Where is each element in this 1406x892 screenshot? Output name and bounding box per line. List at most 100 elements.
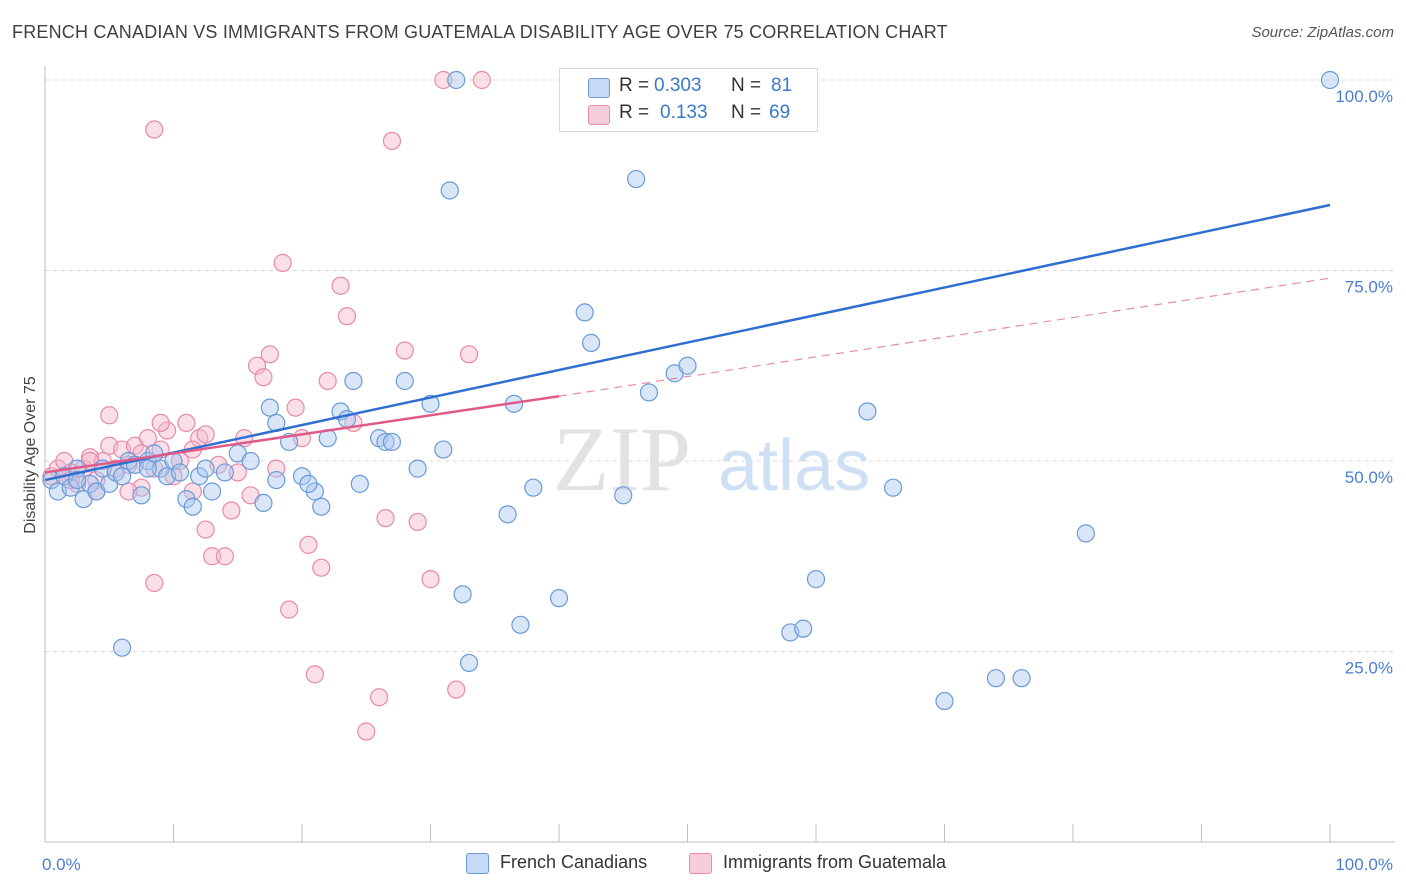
watermark-atlas: atlas [718, 426, 870, 506]
grid-lines [45, 79, 1395, 652]
data-point-french-canadian [376, 432, 395, 452]
data-point-french-canadian [170, 463, 190, 482]
data-point-french-canadian [440, 181, 459, 200]
correlation-legend: R = 0.303 N = 81 R = 0.133 N = 69 [559, 68, 818, 132]
data-point-french-canadian [202, 482, 222, 501]
data-point-guatemala [177, 413, 196, 432]
legend-r-value: 0.133 [660, 102, 708, 123]
data-point-guatemala [447, 680, 466, 699]
data-point-guatemala [145, 573, 164, 593]
data-point-guatemala [286, 398, 305, 417]
data-point-french-canadian [582, 333, 601, 352]
data-point-french-canadian [453, 585, 472, 604]
data-point-french-canadian [639, 383, 659, 402]
data-point-guatemala [318, 371, 337, 391]
legend-n-value: 81 [771, 75, 793, 96]
data-point-french-canadian [935, 691, 954, 711]
legend-swatch-pink [588, 105, 610, 125]
data-point-french-canadian [575, 303, 594, 322]
data-point-french-canadian [498, 505, 517, 524]
axes [44, 66, 1395, 843]
data-point-guatemala [145, 120, 164, 139]
data-point-french-canadian [68, 470, 87, 490]
data-point-guatemala [183, 482, 202, 501]
data-point-french-canadian [1320, 70, 1340, 90]
trend-lines [44, 203, 1331, 482]
x-tick-label-max: 100.0% [1335, 855, 1393, 874]
data-point-french-canadian [138, 459, 157, 478]
data-point-guatemala [228, 463, 247, 482]
chart-title: FRENCH CANADIAN VS IMMIGRANTS FROM GUATE… [12, 22, 948, 42]
data-point-french-canadian [254, 493, 273, 513]
trend-line-guatemala-extension [558, 277, 1331, 397]
data-point-french-canadian [858, 402, 877, 421]
data-point-guatemala [215, 547, 234, 566]
data-point-french-canadian [299, 474, 318, 493]
data-point-french-canadian [459, 653, 479, 673]
data-point-french-canadian [408, 459, 427, 478]
data-point-guatemala [138, 429, 157, 448]
data-point-french-canadian [145, 444, 164, 463]
watermark-zip: ZIP [553, 408, 691, 510]
data-point-french-canadian [132, 486, 151, 505]
data-point-guatemala [382, 131, 402, 151]
data-point-guatemala [337, 307, 357, 326]
data-point-french-canadian [241, 451, 260, 471]
data-point-french-canadian [112, 467, 132, 486]
legend-n-label: N = [731, 102, 762, 123]
y-tick-label: 100.0% [1335, 87, 1393, 106]
data-point-french-canadian [678, 356, 697, 375]
data-point-french-canadian [434, 440, 453, 459]
data-point-french-canadian [260, 398, 279, 417]
data-point-french-canadian [447, 70, 466, 90]
bottom-legend-swatch-pink [689, 853, 712, 874]
data-point-guatemala [434, 70, 453, 90]
data-point-french-canadian [292, 467, 312, 486]
bottom-legend-label: French Canadians [500, 852, 648, 872]
tick-labels: 25.0% 50.0% 75.0% 100.0% 0.0% 100.0% [42, 87, 1393, 874]
data-point-french-canadian [177, 490, 196, 509]
legend-r-value: 0.303 [654, 75, 702, 96]
data-point-guatemala [376, 509, 395, 528]
data-point-french-canadian [61, 478, 80, 497]
data-point-guatemala [331, 276, 350, 295]
data-point-guatemala [157, 421, 177, 440]
data-point-guatemala [254, 368, 273, 387]
y-tick-label: 75.0% [1345, 278, 1393, 297]
data-point-guatemala [357, 722, 376, 741]
data-point-guatemala [202, 547, 222, 566]
legend-r-label: R = [619, 102, 650, 123]
y-tick-label: 25.0% [1345, 659, 1393, 678]
data-point-guatemala [408, 512, 427, 532]
legend-swatch-blue [588, 78, 610, 98]
data-point-french-canadian [196, 459, 215, 478]
data-point-french-canadian [986, 669, 1006, 688]
data-point-guatemala [260, 345, 279, 364]
data-point-guatemala [273, 253, 292, 272]
data-point-french-canadian [267, 470, 286, 490]
watermark: ZIP atlas [553, 408, 870, 510]
data-point-french-canadian [305, 482, 324, 501]
data-point-guatemala [472, 70, 491, 90]
data-point-french-canadian [190, 467, 209, 486]
data-point-guatemala [312, 558, 331, 577]
source-label: Source: ZipAtlas.com [1251, 24, 1394, 41]
bottom-legend-label: Immigrants from Guatemala [723, 852, 947, 872]
data-point-guatemala [421, 570, 440, 589]
data-point-french-canadian [1076, 524, 1095, 543]
data-point-guatemala [370, 688, 389, 707]
series-french-canadian-points [42, 70, 1340, 711]
data-point-french-canadian [883, 478, 903, 497]
bottom-legend-swatch-blue [466, 853, 489, 874]
data-point-guatemala [196, 425, 215, 444]
data-point-guatemala [299, 535, 318, 554]
trend-line-french-canadians [44, 203, 1331, 482]
data-point-guatemala [280, 600, 299, 619]
data-point-french-canadian [112, 638, 132, 657]
data-point-guatemala [247, 356, 267, 375]
trend-line-guatemala [44, 394, 560, 474]
data-point-french-canadian [524, 478, 543, 497]
data-point-french-canadian [1012, 669, 1031, 688]
data-point-french-canadian [614, 486, 633, 505]
